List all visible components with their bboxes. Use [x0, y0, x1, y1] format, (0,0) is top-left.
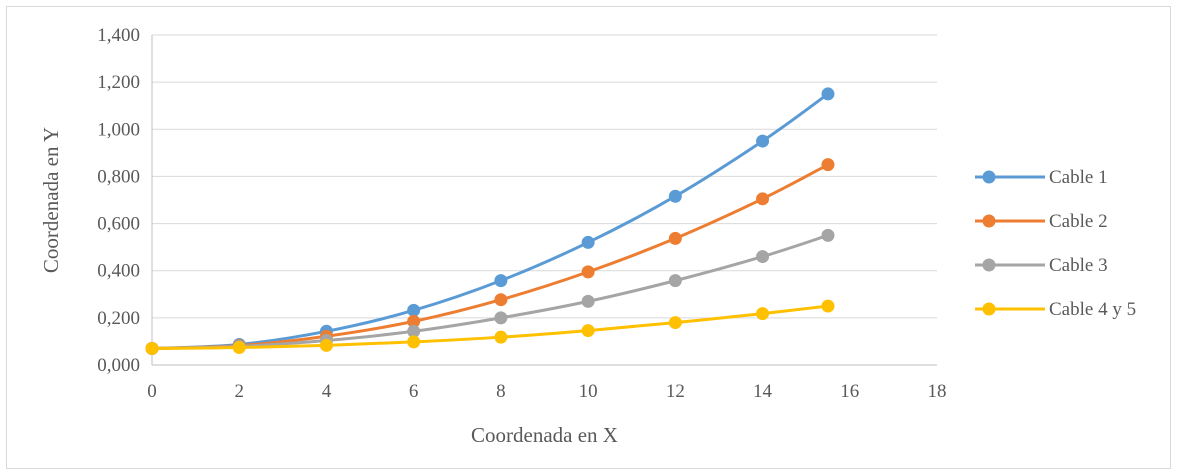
data-point [668, 316, 682, 330]
x-tick-labels: 0 2 4 6 8 10 12 14 16 18 [147, 381, 946, 402]
data-point [494, 274, 508, 288]
x-tick-label: 4 [322, 381, 332, 402]
data-point [821, 158, 835, 172]
legend-label: Cable 2 [1049, 211, 1108, 232]
y-axis-title: Coordenada en Y [39, 127, 63, 273]
legend: Cable 1 Cable 2 Cable 3 Cable 4 y 5 [975, 167, 1136, 320]
data-point [756, 134, 770, 148]
data-point [494, 330, 508, 344]
x-tick-label: 6 [409, 381, 419, 402]
y-tick-labels: 0,000 0,200 0,400 0,600 0,800 1,000 1,200 1,400 [97, 25, 140, 376]
data-point [407, 303, 421, 317]
x-tick-label: 12 [666, 381, 685, 402]
data-point [145, 342, 159, 355]
data-point [668, 231, 682, 245]
legend-label: Cable 3 [1049, 255, 1108, 276]
legend-label: Cable 1 [1049, 167, 1108, 188]
y-tick-label: 1,200 [97, 72, 140, 93]
x-tick-label: 8 [496, 381, 506, 402]
series-group [145, 87, 835, 355]
data-point [494, 311, 508, 325]
data-point [319, 338, 333, 352]
y-tick-label: 0,800 [97, 166, 140, 187]
axes [151, 35, 937, 366]
series-line [151, 233, 829, 350]
x-tick-label: 10 [579, 381, 598, 402]
data-point [407, 335, 421, 349]
legend-marker [982, 302, 996, 316]
data-point [756, 250, 770, 264]
legend-marker [982, 258, 996, 272]
data-point [581, 265, 595, 279]
y-tick-label: 0,400 [97, 261, 140, 282]
data-point [821, 299, 835, 313]
legend-item: Cable 1 [975, 167, 1108, 188]
legend-marker [982, 170, 996, 184]
legend-marker [982, 214, 996, 228]
grid-lines [152, 34, 937, 319]
data-point [232, 341, 246, 355]
data-point [821, 87, 835, 101]
x-axis-title: Coordenada en X [471, 423, 618, 447]
y-tick-label: 0,600 [97, 214, 140, 235]
legend-item: Cable 2 [975, 211, 1108, 232]
legend-item: Cable 4 y 5 [975, 299, 1136, 320]
data-point [668, 274, 682, 288]
data-point [821, 228, 835, 242]
data-point [756, 307, 770, 321]
series-line [151, 92, 829, 350]
x-tick-label: 18 [928, 381, 947, 402]
legend-label: Cable 4 y 5 [1049, 299, 1136, 320]
y-tick-label: 0,200 [97, 308, 140, 329]
series-3 [145, 228, 835, 355]
data-point [581, 235, 595, 249]
data-point [581, 294, 595, 308]
x-tick-label: 14 [753, 381, 773, 402]
data-point [407, 324, 421, 338]
data-point [581, 324, 595, 338]
y-tick-label: 1,000 [97, 119, 140, 140]
data-point [494, 293, 508, 307]
series-1 [145, 87, 835, 355]
legend-item: Cable 3 [975, 255, 1108, 276]
data-point [756, 192, 770, 206]
x-tick-label: 2 [234, 381, 244, 402]
x-tick-label: 0 [147, 381, 157, 402]
series-4 [145, 299, 835, 355]
y-tick-label: 0,000 [97, 355, 140, 376]
series-2 [145, 158, 835, 355]
y-tick-label: 1,400 [97, 25, 140, 46]
data-point [668, 189, 682, 203]
x-tick-label: 16 [840, 381, 859, 402]
data-point [407, 314, 421, 328]
